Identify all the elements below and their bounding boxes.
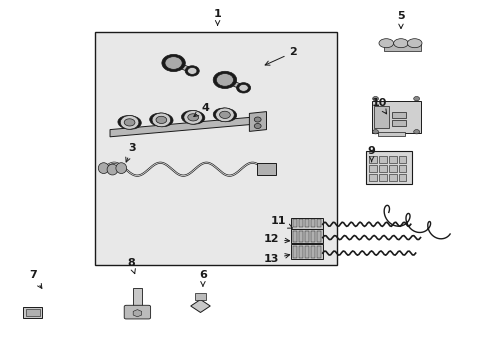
Bar xyxy=(391,112,405,118)
Bar xyxy=(388,165,396,172)
Bar xyxy=(316,219,320,227)
Bar xyxy=(310,246,314,258)
Bar xyxy=(373,106,388,128)
Text: 7: 7 xyxy=(29,270,42,288)
Ellipse shape xyxy=(156,116,166,123)
Bar xyxy=(305,246,308,258)
Bar xyxy=(305,219,308,227)
Ellipse shape xyxy=(118,116,141,129)
Text: 3: 3 xyxy=(125,143,136,162)
Bar xyxy=(398,174,406,181)
Bar xyxy=(398,156,406,163)
Circle shape xyxy=(216,73,233,86)
Text: 10: 10 xyxy=(370,98,386,114)
Ellipse shape xyxy=(152,113,170,127)
Ellipse shape xyxy=(407,39,421,48)
Text: 11: 11 xyxy=(270,216,292,228)
Bar xyxy=(316,231,320,242)
Text: 13: 13 xyxy=(263,254,289,264)
Text: 1: 1 xyxy=(213,9,221,25)
Ellipse shape xyxy=(187,114,198,121)
Circle shape xyxy=(236,83,250,93)
Ellipse shape xyxy=(219,111,230,118)
Bar xyxy=(23,307,42,318)
Bar xyxy=(256,163,276,175)
Bar xyxy=(299,219,303,227)
Text: 5: 5 xyxy=(396,11,404,28)
Ellipse shape xyxy=(215,108,234,122)
FancyBboxPatch shape xyxy=(124,305,150,319)
Bar xyxy=(299,246,303,258)
Ellipse shape xyxy=(149,113,173,127)
Bar xyxy=(305,231,308,242)
Polygon shape xyxy=(133,310,142,317)
Bar xyxy=(378,165,386,172)
Circle shape xyxy=(413,96,419,101)
Circle shape xyxy=(162,54,185,72)
Ellipse shape xyxy=(124,119,135,126)
Bar xyxy=(310,231,314,242)
Bar xyxy=(378,174,386,181)
Circle shape xyxy=(164,57,182,69)
Ellipse shape xyxy=(107,164,118,175)
Text: 12: 12 xyxy=(263,234,289,244)
Bar xyxy=(290,244,322,259)
Bar xyxy=(290,218,322,229)
Bar xyxy=(388,156,396,163)
Ellipse shape xyxy=(98,163,109,174)
Text: 9: 9 xyxy=(367,146,375,162)
Bar xyxy=(26,309,40,316)
Bar xyxy=(95,32,337,265)
Circle shape xyxy=(213,71,236,89)
Ellipse shape xyxy=(120,116,139,129)
Bar xyxy=(310,219,314,227)
Bar xyxy=(293,246,297,258)
Bar xyxy=(391,120,405,126)
Bar xyxy=(293,219,297,227)
Bar xyxy=(290,229,322,243)
Bar xyxy=(377,132,404,136)
Bar xyxy=(398,165,406,172)
Text: 8: 8 xyxy=(127,258,135,274)
Ellipse shape xyxy=(378,39,393,48)
Text: 4: 4 xyxy=(193,103,209,117)
Text: 6: 6 xyxy=(199,270,206,286)
Ellipse shape xyxy=(393,39,407,48)
Polygon shape xyxy=(249,112,266,131)
Ellipse shape xyxy=(116,163,126,174)
Bar xyxy=(378,156,386,163)
Circle shape xyxy=(372,96,378,101)
Bar xyxy=(388,174,396,181)
Bar xyxy=(299,231,303,242)
Bar xyxy=(383,43,420,51)
Circle shape xyxy=(254,123,261,129)
Bar xyxy=(316,246,320,258)
Bar xyxy=(368,174,376,181)
Circle shape xyxy=(239,84,248,91)
Ellipse shape xyxy=(181,111,204,124)
Circle shape xyxy=(254,117,261,122)
Ellipse shape xyxy=(213,108,236,122)
Bar xyxy=(368,165,376,172)
Text: 2: 2 xyxy=(264,47,297,65)
Bar xyxy=(293,231,297,242)
Circle shape xyxy=(187,67,197,75)
Bar xyxy=(365,151,411,184)
Bar xyxy=(133,288,142,308)
Polygon shape xyxy=(190,300,210,312)
Bar xyxy=(194,293,206,300)
Circle shape xyxy=(372,130,378,134)
Circle shape xyxy=(413,130,419,134)
Ellipse shape xyxy=(183,111,202,124)
Polygon shape xyxy=(110,117,254,137)
Bar xyxy=(368,156,376,163)
Circle shape xyxy=(185,66,199,76)
Bar xyxy=(371,101,420,133)
